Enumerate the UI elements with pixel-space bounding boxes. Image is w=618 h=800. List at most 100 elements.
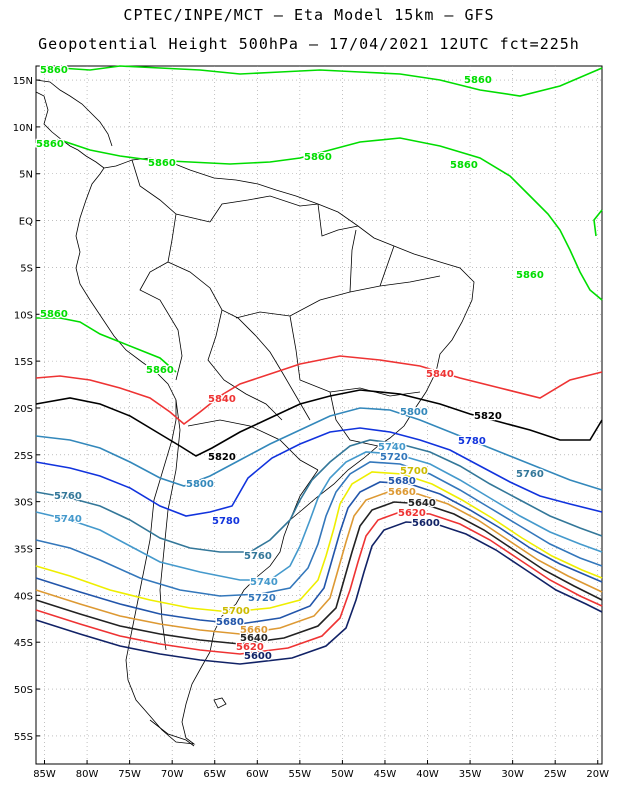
contour-label: 5860 (36, 139, 64, 150)
lat-tick-label: EQ (19, 217, 33, 228)
lon-tick-label: 50W (331, 769, 354, 780)
contour-label: 5780 (458, 436, 486, 447)
contour-label: 5860 (464, 75, 492, 86)
lat-tick-label: 20S (14, 404, 33, 415)
contour-label: 5760 (516, 469, 544, 480)
lat-tick-label: 10N (13, 123, 33, 134)
lon-tick-label: 85W (33, 769, 56, 780)
contour-label: 5740 (54, 514, 82, 525)
contour-label: 5720 (380, 452, 408, 463)
border-brazil-states-1 (235, 275, 441, 319)
border-brazil-states-3 (349, 229, 357, 293)
contour-label: 5820 (208, 452, 236, 463)
lat-tick-label: 15N (13, 76, 33, 87)
contour-5860-right (593, 209, 603, 237)
lon-tick-label: 20W (586, 769, 609, 780)
contour-5860-mid (35, 137, 603, 301)
border-venezuela-brazil (209, 195, 319, 223)
border-guianas (317, 203, 359, 237)
border-bolivia-paraguay (207, 309, 283, 421)
border-argentina-north (187, 419, 319, 471)
contour-label: 5860 (40, 309, 68, 320)
contour-label: 5760 (244, 551, 272, 562)
contour-label: 5680 (388, 476, 416, 487)
border-colombia-venezuela (131, 159, 211, 223)
lon-tick-label: 40W (416, 769, 439, 780)
contour-label: 5700 (400, 466, 428, 477)
contour-label: 5740 (250, 577, 278, 588)
contour-5820 (35, 389, 603, 457)
contour-label: 5860 (304, 152, 332, 163)
contour-label: 5660 (388, 487, 416, 498)
south-america-coast (75, 157, 475, 745)
lat-tick-label: 35S (14, 545, 33, 556)
contour-5860-top (39, 65, 603, 97)
border-chile-argentina (159, 399, 181, 651)
contour-label: 5840 (426, 369, 454, 380)
lat-tick-label: 5N (19, 170, 33, 181)
contour-labels: 5860 5860 5860 5860 5860 5860 5860 5860 … (35, 64, 545, 664)
lat-tick-label: 25S (14, 451, 33, 462)
map-frame (35, 65, 603, 765)
tierra-del-fuego (149, 719, 195, 747)
axis-tick-labels: 15N 10N 5N EQ 5S 10S 15S 20S 25S 30S 35S 40S 45S 50S 5… (13, 76, 609, 780)
map-title-line1: CPTEC/INPE/MCT – Eta Model 15km – GFS (123, 6, 495, 24)
contour-label: 5860 (40, 65, 68, 76)
lon-tick-label: 70W (161, 769, 184, 780)
contour-label: 5700 (222, 606, 250, 617)
lon-tick-label: 60W (246, 769, 269, 780)
contour-label: 5760 (54, 491, 82, 502)
lat-tick-label: 30S (14, 498, 33, 509)
contour-5680 (35, 481, 603, 625)
lon-tick-label: 45W (374, 769, 397, 780)
lon-tick-label: 35W (459, 769, 482, 780)
lon-tick-label: 75W (118, 769, 141, 780)
lon-tick-label: 30W (501, 769, 524, 780)
contour-label: 5620 (398, 508, 426, 519)
lat-tick-label: 10S (14, 310, 33, 321)
lon-tick-label: 80W (76, 769, 99, 780)
contour-5760 (35, 439, 603, 553)
contour-5700 (35, 471, 603, 613)
contour-5740 (35, 451, 603, 581)
contour-label: 5640 (408, 498, 436, 509)
contour-label: 5660 (240, 625, 268, 636)
contour-label: 5720 (248, 593, 276, 604)
border-brazil-west (167, 213, 311, 421)
contour-label: 5740 (378, 442, 406, 453)
contour-5620 (35, 511, 603, 655)
contour-label: 5780 (212, 516, 240, 527)
contour-label: 5680 (216, 617, 244, 628)
contour-label: 5800 (400, 407, 428, 418)
lon-tick-label: 25W (544, 769, 567, 780)
map-title-line2: Geopotential Height 500hPa – 17/04/2021 … (38, 35, 580, 53)
contour-5660 (35, 491, 603, 635)
contour-label: 5860 (516, 270, 544, 281)
central-america-coast (35, 91, 105, 169)
border-brazil-states-4 (379, 245, 395, 287)
falklands (213, 697, 227, 709)
contour-5860-lower (36, 317, 177, 373)
contour-lines (35, 65, 603, 665)
lat-tick-label: 45S (14, 638, 33, 649)
lat-tick-label: 55S (14, 732, 33, 743)
contour-5640 (35, 501, 603, 645)
lat-tick-label: 40S (14, 591, 33, 602)
contour-label: 5860 (148, 158, 176, 169)
lat-tick-label: 15S (14, 357, 33, 368)
central-america-north-coast (35, 79, 113, 147)
contour-label: 5600 (412, 518, 440, 529)
contour-label: 5800 (186, 479, 214, 490)
lat-tick-label: 50S (14, 685, 33, 696)
lon-tick-label: 65W (203, 769, 226, 780)
lat-tick-label: 5S (20, 263, 33, 274)
contour-5780 (35, 427, 603, 517)
border-brazil-states-2 (289, 315, 421, 397)
contour-5800 (35, 407, 603, 491)
contour-label: 5600 (244, 651, 272, 662)
contour-label: 5840 (208, 394, 236, 405)
contour-label: 5620 (236, 642, 264, 653)
border-peru-bolivia (139, 261, 183, 381)
